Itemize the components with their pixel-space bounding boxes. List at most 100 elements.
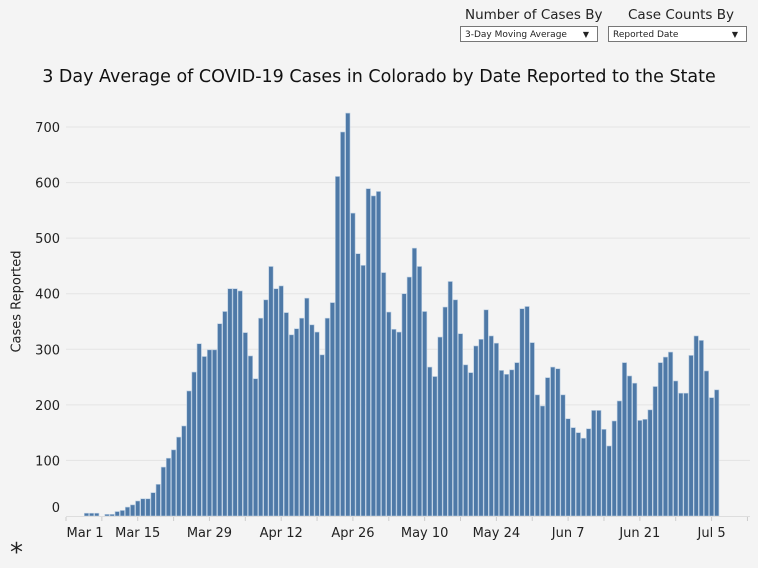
y-tick-label: 700	[35, 121, 60, 136]
bar	[150, 492, 156, 517]
x-tick-label: Mar 15	[115, 526, 160, 541]
bar	[580, 437, 586, 517]
bar	[591, 410, 597, 517]
bar	[570, 427, 576, 517]
bar	[565, 418, 571, 517]
y-tick-label: 500	[35, 232, 60, 247]
counts-by-dropdown[interactable]: Reported Date ▼	[608, 26, 747, 42]
bar	[422, 311, 428, 517]
bar	[83, 512, 89, 517]
x-tick-label: Jul 5	[697, 526, 726, 541]
bar	[519, 308, 525, 517]
bar	[499, 370, 505, 517]
bar	[709, 397, 715, 517]
bar	[335, 176, 341, 517]
bar	[688, 355, 694, 517]
bar	[586, 428, 592, 517]
bar	[601, 429, 607, 517]
bar	[714, 389, 720, 517]
bar	[124, 506, 130, 517]
x-tick-label: Apr 12	[260, 526, 303, 541]
cases-by-dropdown[interactable]: 3-Day Moving Average ▼	[460, 26, 598, 42]
bar	[186, 390, 192, 517]
bar	[278, 285, 284, 517]
bar	[253, 378, 259, 517]
bar	[678, 392, 684, 517]
bar	[616, 400, 622, 517]
bar	[673, 380, 679, 517]
bar	[611, 420, 617, 517]
footnote-asterisk: *	[10, 538, 23, 568]
bar	[529, 342, 535, 517]
bar	[647, 409, 653, 517]
y-tick-label: 600	[35, 177, 60, 192]
bar	[340, 131, 346, 517]
bar	[452, 299, 458, 517]
bar	[171, 449, 177, 517]
bar	[693, 335, 699, 517]
bar	[140, 498, 146, 517]
bar	[345, 112, 351, 517]
bar	[534, 394, 540, 517]
counts-by-label: Case Counts By	[628, 7, 734, 23]
counts-by-selected: Reported Date	[613, 30, 679, 40]
bar	[232, 288, 238, 517]
bar	[406, 276, 412, 517]
bar	[273, 288, 279, 517]
bar	[242, 332, 248, 517]
bar	[181, 425, 187, 517]
bar	[196, 343, 202, 517]
bar	[263, 299, 269, 517]
bar	[283, 312, 289, 517]
bar	[606, 445, 612, 517]
y-tick-label: 300	[35, 343, 60, 358]
cases-by-label: Number of Cases By	[465, 7, 603, 23]
bar	[509, 369, 515, 517]
bar	[621, 362, 627, 517]
y-tick-label: 400	[35, 288, 60, 303]
bar	[222, 311, 228, 517]
bar	[596, 410, 602, 517]
y-tick-label: 100	[35, 454, 60, 469]
bar	[514, 362, 520, 517]
bar	[206, 349, 212, 517]
bar	[258, 317, 264, 517]
bar	[483, 309, 489, 517]
bar	[381, 272, 387, 517]
bar	[299, 317, 305, 517]
chevron-down-icon: ▼	[731, 30, 738, 39]
bar	[237, 290, 243, 517]
bar	[304, 297, 310, 517]
bar	[114, 511, 120, 517]
x-tick-label: Jun 7	[551, 526, 585, 541]
bar	[350, 212, 356, 517]
bar	[657, 362, 663, 517]
bar	[396, 331, 402, 517]
bar	[555, 368, 561, 517]
bar	[94, 512, 100, 517]
bar	[473, 345, 479, 517]
bar	[324, 317, 330, 517]
bar	[247, 355, 253, 517]
x-tick-label: May 24	[473, 526, 521, 541]
x-tick-label: Jun 21	[618, 526, 660, 541]
bar	[176, 436, 182, 517]
bar	[314, 331, 320, 517]
bar	[524, 306, 530, 517]
bar	[458, 333, 464, 517]
bar	[227, 288, 233, 517]
bar	[212, 349, 218, 517]
bar	[539, 405, 545, 517]
bar	[637, 420, 643, 517]
bar	[89, 512, 95, 517]
y-tick-label: 0	[52, 501, 60, 516]
bar	[130, 504, 136, 517]
bar	[165, 457, 171, 517]
bar	[662, 356, 668, 517]
x-tick-label: Mar 1	[67, 526, 104, 541]
bar	[160, 466, 166, 517]
bar	[360, 265, 366, 517]
bar	[642, 419, 648, 517]
x-tick-label: Mar 29	[187, 526, 232, 541]
